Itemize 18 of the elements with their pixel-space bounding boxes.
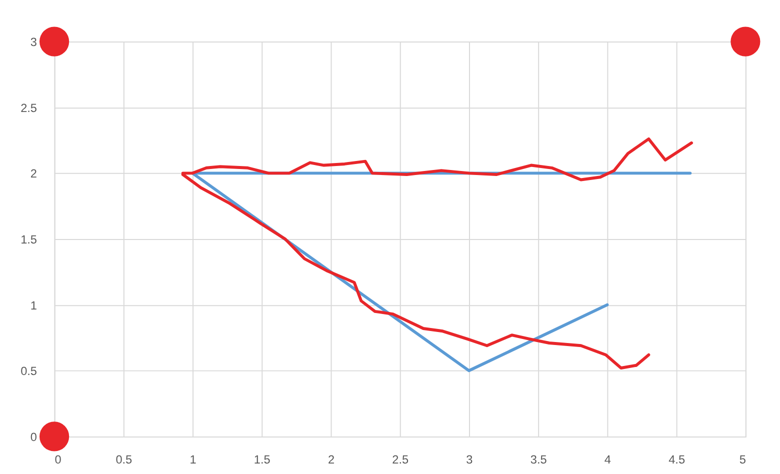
x-tick-label: 0: [54, 452, 62, 467]
x-tick-label: 4: [604, 452, 612, 467]
x-tick-label: 1.5: [254, 452, 271, 467]
x-tick-label: 0.5: [116, 452, 133, 467]
y-tick-label: 2.5: [20, 100, 38, 115]
y-tick-label: 1: [30, 298, 38, 312]
y-tick-label: 3: [30, 34, 38, 49]
x-tick-label: 5: [739, 452, 746, 467]
x-tick-label: 2.5: [392, 452, 410, 467]
y-tick-label: 0: [30, 430, 38, 444]
x-tick-label: 4.5: [668, 452, 686, 467]
x-tick-label: 3: [466, 452, 474, 467]
x-tick-label: 2: [328, 452, 335, 467]
y-tick-label: 1.5: [20, 232, 38, 246]
x-tick-label: 1: [190, 452, 196, 467]
x-tick-label: 3.5: [530, 452, 548, 467]
y-tick-label: 2: [30, 166, 38, 181]
y-tick-label: 0.5: [20, 364, 38, 378]
